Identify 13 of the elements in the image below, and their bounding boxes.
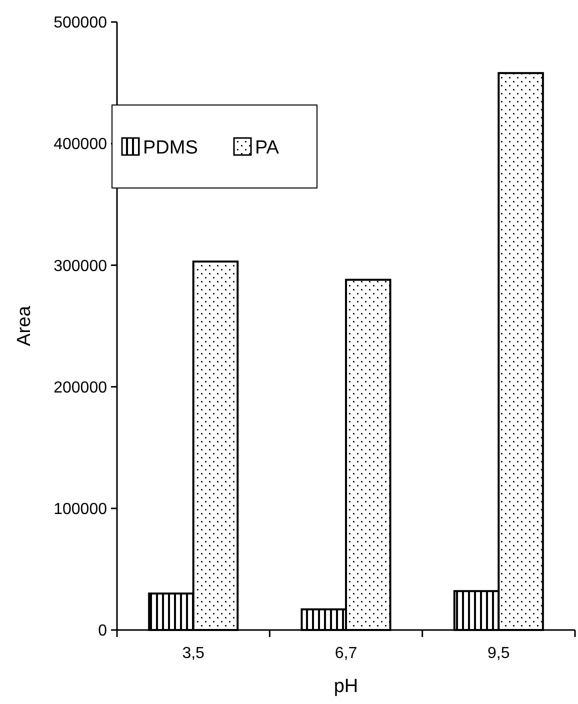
x-axis-title: pH [334, 676, 358, 697]
y-tick-label: 400000 [54, 136, 108, 154]
y-tick-label: 300000 [54, 258, 108, 275]
y-axis-title: Area [14, 306, 35, 346]
x-tick-label: 9,5 [488, 645, 510, 662]
y-tick-label: 500000 [54, 14, 108, 32]
legend-label: PDMS [143, 138, 198, 159]
y-tick-label: 200000 [54, 379, 108, 396]
x-tick-label: 6,7 [334, 645, 358, 662]
y-tick-label: 100000 [54, 501, 108, 518]
legend-label: PA [255, 138, 280, 159]
y-tick-label: 0 [98, 622, 108, 640]
x-tick-label: 3,5 [182, 645, 205, 662]
